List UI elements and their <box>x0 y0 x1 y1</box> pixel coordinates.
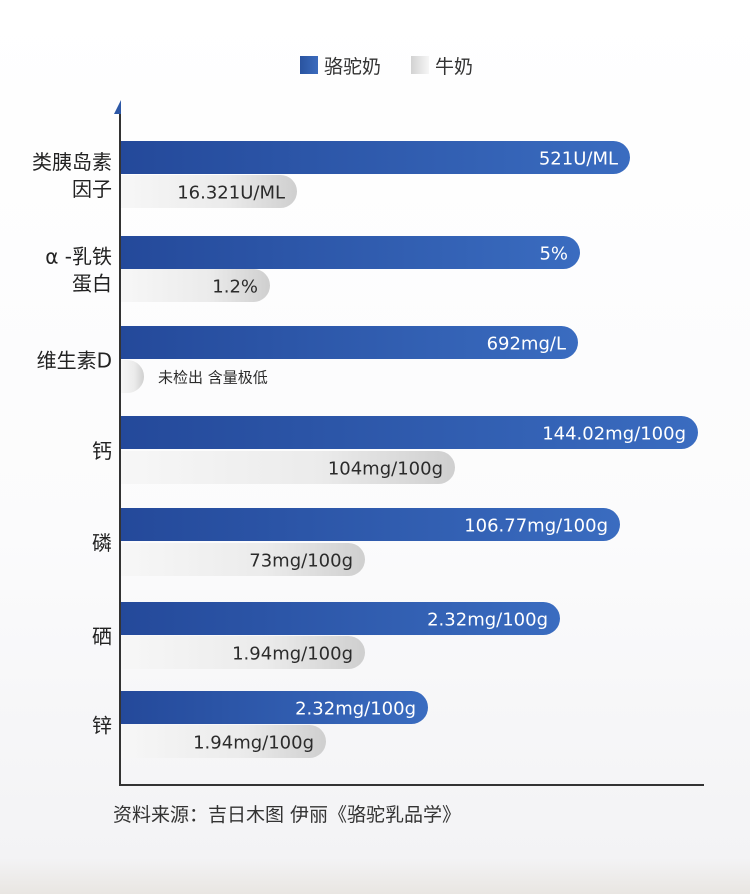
category-label-3: 钙 <box>92 439 112 463</box>
legend-label-cow: 牛奶 <box>435 55 474 78</box>
category-label-5: 硒 <box>92 625 112 649</box>
value-label-cow-1: 1.2% <box>212 277 258 298</box>
bar-camel-0 <box>120 141 630 174</box>
bar-cow-3 <box>120 451 455 484</box>
bar-cow-2 <box>120 360 144 393</box>
category-label-4: 磷 <box>92 531 112 555</box>
category-label-1: α -乳铁蛋白 <box>45 245 112 296</box>
value-label-cow-4: 73mg/100g <box>249 551 353 572</box>
category-label-2: 维生素D <box>37 349 112 373</box>
value-label-cow-5: 1.94mg/100g <box>232 644 353 665</box>
value-label-cow-3: 104mg/100g <box>328 459 443 480</box>
legend-item-camel: 骆驼奶 <box>300 52 381 79</box>
bar-camel-2 <box>120 326 578 359</box>
value-label-camel-0: 521U/ML <box>539 149 618 170</box>
bar-camel-4 <box>120 508 621 541</box>
value-label-cow-2: 未检出 含量极低 <box>158 369 268 387</box>
category-label-0: 类胰岛素因子 <box>32 150 112 201</box>
bar-cow-6 <box>120 725 326 758</box>
bar-camel-6 <box>120 691 428 724</box>
category-label-6: 锌 <box>92 714 112 738</box>
value-label-cow-6: 1.94mg/100g <box>193 733 314 754</box>
value-label-camel-2: 692mg/L <box>487 334 566 355</box>
legend-item-cow: 牛奶 <box>411 52 473 79</box>
bar-cow-5 <box>120 636 365 669</box>
bar-camel-3 <box>120 416 698 449</box>
bar-cow-1 <box>120 269 270 302</box>
value-label-camel-6: 2.32mg/100g <box>295 699 416 720</box>
bar-camel-1 <box>120 236 580 269</box>
value-label-cow-0: 16.321U/ML <box>177 183 285 204</box>
legend-swatch-cow <box>411 56 430 74</box>
value-label-camel-5: 2.32mg/100g <box>427 610 548 631</box>
bar-cow-4 <box>120 543 365 576</box>
y-axis-arrow <box>114 100 121 114</box>
legend: 骆驼奶 牛奶 <box>300 52 495 78</box>
bars-group: 521U/ML 16.321U/ML 5% 1.2% 692mg/L 未检出 含量极低 14… <box>120 141 698 758</box>
bar-camel-5 <box>120 602 561 635</box>
source-note: 资料来源：吉日木图 伊丽《骆驼乳品学》 <box>113 804 462 826</box>
legend-swatch-camel <box>300 56 318 74</box>
value-label-camel-3: 144.02mg/100g <box>542 424 686 445</box>
legend-label-camel: 骆驼奶 <box>324 55 382 78</box>
value-label-camel-1: 5% <box>539 244 568 265</box>
value-label-camel-4: 106.77mg/100g <box>464 516 608 537</box>
bar-cow-0 <box>120 175 297 208</box>
